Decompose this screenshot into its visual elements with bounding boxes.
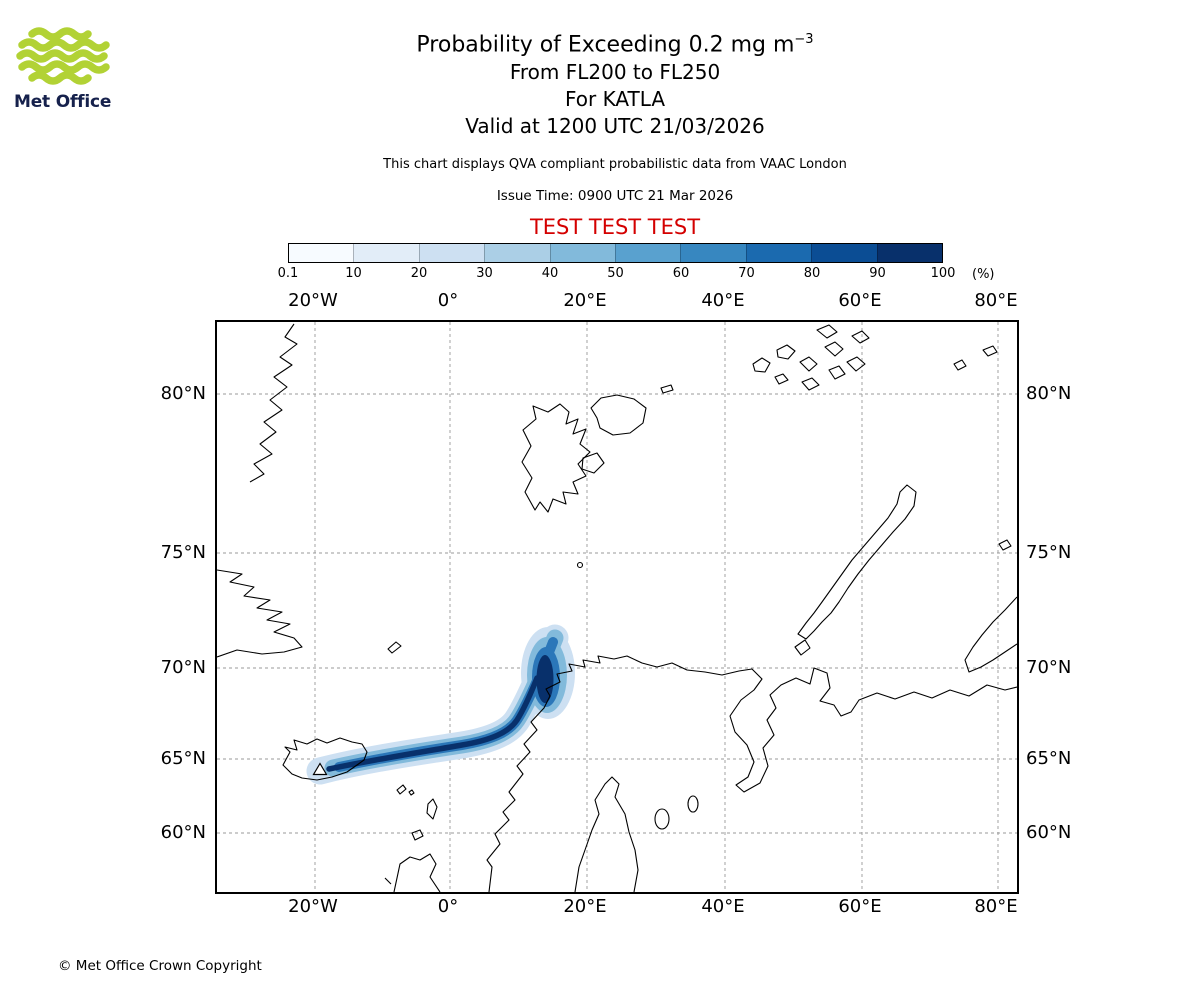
lat-label-left-65n: 65°N — [160, 748, 206, 769]
lat-label-left-75n: 75°N — [160, 542, 206, 563]
chart-header: Probability of Exceeding 0.2 mg m−3 From… — [215, 26, 1015, 239]
lon-label-bottom-20e: 20°E — [563, 896, 607, 917]
spitsbergen-coastline — [521, 403, 591, 513]
hebrides-islet — [384, 877, 392, 885]
qva-compliance-note: This chart displays QVA compliant probab… — [383, 157, 847, 173]
colorbar-tick-label: 80 — [803, 266, 821, 281]
arctic-islets — [953, 345, 998, 371]
colorbar-segment — [484, 244, 550, 262]
colorbar-segment — [418, 244, 485, 262]
colorbar-tick-label: 100 — [930, 266, 956, 281]
crown-copyright: © Met Office Crown Copyright — [58, 958, 262, 974]
colorbar-tick-label: 40 — [541, 266, 559, 281]
franz-josef-land-islands — [752, 324, 870, 391]
vaygach-island — [794, 639, 811, 656]
scandinavia-russia-coastline — [486, 655, 1017, 892]
novaya-zemlya-coastline — [797, 484, 917, 640]
colorbar-unit-label: (%) — [972, 267, 995, 282]
colorbar-segment — [289, 244, 354, 262]
colorbar-tick-label: 0.1 — [277, 266, 299, 281]
graticule-gridlines — [217, 322, 1017, 892]
colorbar-segment — [876, 244, 943, 262]
lon-label-bottom-40e: 40°E — [701, 896, 745, 917]
colorbar-segment — [549, 244, 616, 262]
edgeoya-island — [581, 452, 605, 474]
bear-island — [576, 561, 584, 569]
lon-label-top-0: 0° — [437, 290, 459, 311]
valid-time: Valid at 1200 UTC 21/03/2026 — [465, 114, 765, 139]
test-banner: TEST TEST TEST — [529, 215, 701, 240]
kara-islet — [998, 539, 1012, 551]
colorbar-tick-label: 50 — [607, 266, 624, 281]
page-title: Probability of Exceeding 0.2 mg m−3 — [215, 26, 1015, 59]
lat-label-right-80n: 80°N — [1026, 383, 1072, 404]
lon-label-top-20e: 20°E — [563, 290, 607, 311]
issue-time: Issue Time: 0900 UTC 21 Mar 2026 — [496, 188, 734, 205]
page-title-text: Probability of Exceeding 0.2 mg m — [416, 32, 795, 58]
lon-label-bottom-80e: 80°E — [974, 896, 1018, 917]
nordaustlandet-coastline — [590, 394, 647, 436]
lat-label-left-80n: 80°N — [160, 383, 206, 404]
colorbar-segment — [353, 244, 419, 262]
coastlines — [217, 323, 1017, 892]
colorbar-segment — [745, 244, 812, 262]
lat-label-right-60n: 60°N — [1026, 822, 1072, 843]
volcano-name: For KATLA — [565, 87, 665, 112]
colorbar-tick-label: 90 — [869, 266, 886, 281]
greenland-scoresby-coastline — [217, 569, 303, 658]
colorbar-tick-label: 70 — [738, 266, 755, 281]
gulf-of-bothnia-coastline — [574, 776, 639, 892]
lon-label-top-80e: 80°E — [974, 290, 1018, 311]
lat-label-right-70n: 70°N — [1026, 657, 1072, 678]
orkney-island — [411, 829, 424, 841]
jan-mayen-island — [387, 641, 402, 654]
colorbar-segments — [288, 243, 943, 263]
page-title-superscript: −3 — [794, 32, 814, 47]
volcano-icon — [312, 762, 328, 776]
lat-label-right-75n: 75°N — [1026, 542, 1072, 563]
flight-level-range: From FL200 to FL250 — [509, 60, 721, 85]
colorbar-tick-label: 30 — [476, 266, 493, 281]
lon-label-bottom-60e: 60°E — [838, 896, 882, 917]
colorbar-segment — [615, 244, 681, 262]
map-frame — [215, 320, 1019, 894]
lake-ladoga — [654, 808, 670, 830]
lat-label-left-60n: 60°N — [160, 822, 206, 843]
colorbar-tick-label: 10 — [345, 266, 362, 281]
colorbar-segment — [811, 244, 877, 262]
kara-coastline — [964, 596, 1017, 673]
lon-label-bottom-0: 0° — [437, 896, 459, 917]
colorbar-tick-label: 20 — [410, 266, 428, 281]
faroe-islands — [396, 784, 415, 796]
met-office-logo-icon — [16, 27, 110, 85]
lon-label-top-40e: 40°E — [701, 290, 745, 311]
kvitoya-island — [660, 384, 674, 394]
lon-label-bottom-20w: 20°W — [288, 896, 338, 917]
lat-label-right-65n: 65°N — [1026, 748, 1072, 769]
colorbar-tick-label: 60 — [672, 266, 690, 281]
lat-label-left-70n: 70°N — [160, 657, 206, 678]
shetland-island — [426, 798, 438, 820]
met-office-logo: Met Office — [14, 26, 118, 112]
map-svg — [217, 322, 1017, 892]
colorbar-labels: 0.1 10 20 30 40 50 60 70 80 90 100 — [278, 266, 956, 284]
lon-label-top-20w: 20°W — [288, 290, 338, 311]
ash-plume — [306, 624, 575, 785]
iceland-coastline — [282, 737, 368, 781]
greenland-ne-coastline — [249, 323, 298, 483]
probability-colorbar: 0.1 10 20 30 40 50 60 70 80 90 100 (%) — [278, 243, 1028, 284]
lake-onega — [687, 795, 699, 813]
colorbar-segment — [680, 244, 746, 262]
lon-label-top-60e: 60°E — [838, 290, 882, 311]
met-office-logo-text: Met Office — [14, 92, 112, 112]
scotland-coastline — [393, 853, 441, 892]
